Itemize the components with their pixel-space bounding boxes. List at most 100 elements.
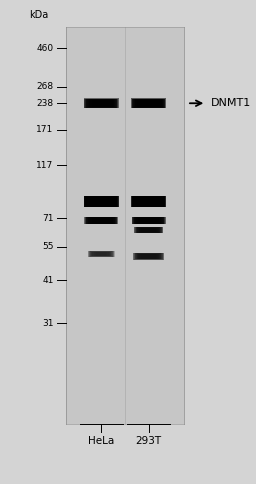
Bar (84, 217, 118, 224)
Bar (132, 196, 165, 207)
Bar (138, 197, 159, 206)
Bar (132, 196, 165, 207)
Text: HeLa: HeLa (88, 436, 114, 446)
Bar (138, 227, 158, 232)
Bar (90, 100, 112, 107)
Bar (86, 196, 116, 207)
Bar (95, 100, 108, 106)
Bar (148, 199, 149, 204)
Bar (147, 255, 151, 258)
Bar (135, 253, 162, 259)
Bar (97, 252, 105, 256)
Bar (92, 252, 110, 256)
Bar (100, 219, 102, 222)
Text: 71: 71 (42, 213, 54, 223)
Bar (99, 219, 103, 222)
Bar (93, 197, 109, 205)
Bar (146, 219, 151, 222)
Bar (136, 254, 161, 259)
Bar (134, 99, 163, 107)
Bar (140, 228, 157, 232)
Bar (86, 99, 116, 107)
Bar (147, 228, 150, 231)
Bar (142, 228, 155, 232)
Bar (135, 227, 162, 233)
Bar (85, 196, 117, 207)
Bar (87, 217, 115, 224)
Bar (146, 101, 151, 106)
Bar (90, 251, 112, 257)
Bar (136, 217, 162, 224)
Bar (95, 252, 108, 256)
Bar (97, 218, 105, 223)
Bar (133, 217, 164, 224)
Bar (140, 197, 157, 205)
Bar (85, 217, 118, 224)
Bar (148, 219, 149, 222)
Bar (143, 228, 154, 232)
Bar (131, 98, 166, 108)
Bar (95, 252, 107, 256)
Bar (144, 198, 153, 204)
Bar (96, 198, 106, 205)
Bar (96, 252, 106, 256)
Bar (89, 99, 114, 107)
Bar (141, 100, 156, 106)
Bar (91, 100, 112, 107)
Bar (140, 218, 157, 223)
Bar (85, 99, 117, 108)
Bar (134, 217, 163, 224)
Bar (87, 197, 115, 206)
Bar (84, 99, 118, 108)
Bar (137, 227, 160, 233)
Bar (92, 100, 110, 106)
Bar (137, 99, 161, 107)
Bar (98, 218, 104, 223)
Bar (134, 227, 163, 233)
Bar (91, 252, 111, 257)
Bar (135, 217, 162, 224)
Bar (100, 101, 102, 106)
Bar (138, 254, 159, 259)
Bar (98, 253, 104, 256)
Bar (145, 101, 152, 106)
Bar (140, 254, 157, 259)
Bar (144, 255, 153, 258)
Text: 31: 31 (42, 319, 54, 328)
Bar (145, 255, 152, 258)
Bar (133, 253, 164, 260)
Bar (92, 218, 111, 223)
Bar (142, 228, 156, 232)
Bar (88, 217, 115, 224)
Bar (132, 99, 165, 108)
Bar (133, 196, 164, 207)
Bar (144, 101, 153, 106)
Bar (135, 197, 162, 206)
Bar (95, 218, 107, 223)
Bar (145, 255, 152, 258)
Bar (139, 197, 158, 206)
Bar (93, 252, 109, 256)
Bar (135, 253, 163, 259)
Bar (95, 100, 107, 106)
Bar (89, 197, 114, 206)
Text: 460: 460 (37, 44, 54, 53)
Bar (138, 254, 159, 259)
Bar (84, 196, 119, 207)
Bar (91, 197, 112, 206)
Bar (134, 217, 164, 224)
Bar (84, 98, 119, 108)
Bar (95, 198, 108, 205)
Bar (136, 227, 162, 233)
Bar (90, 251, 112, 257)
Bar (139, 218, 158, 223)
Bar (147, 199, 150, 204)
Bar (86, 99, 116, 108)
Bar (84, 196, 118, 207)
Bar (88, 251, 115, 257)
Bar (99, 253, 103, 256)
Bar (146, 219, 151, 222)
Bar (94, 218, 108, 223)
Bar (90, 217, 113, 224)
Bar (135, 99, 163, 107)
